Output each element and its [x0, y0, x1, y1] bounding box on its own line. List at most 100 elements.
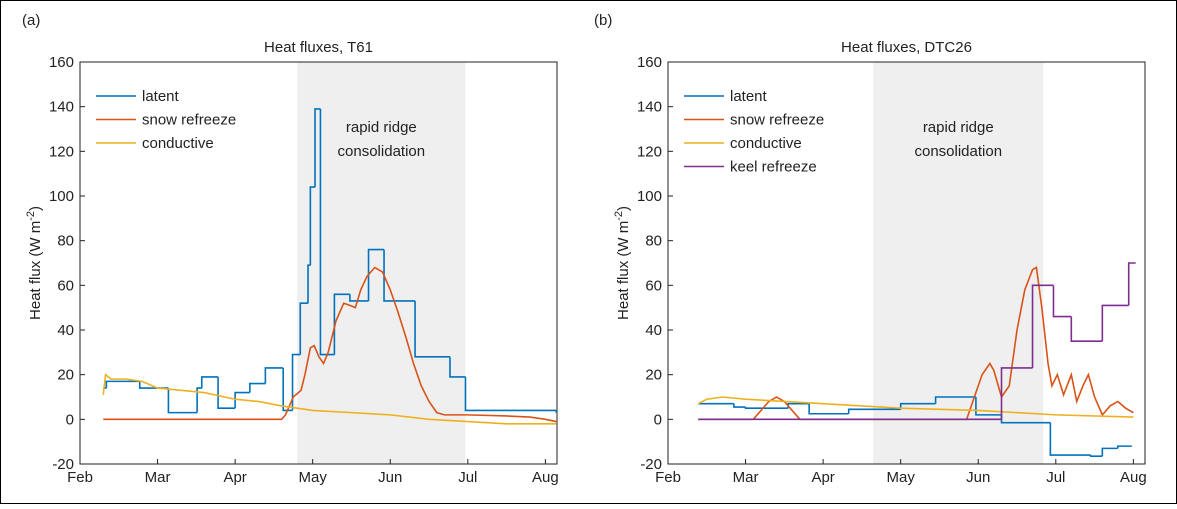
step-segment — [1117, 445, 1132, 449]
axes-frame — [79, 61, 558, 465]
step-segment — [105, 380, 140, 389]
step-segment — [1101, 304, 1129, 342]
step-segment — [349, 294, 369, 302]
step-segment — [200, 376, 219, 389]
y-tick-label: 40 — [645, 322, 662, 339]
annotation: rapid ridge — [923, 119, 994, 136]
legend-label: conductive — [142, 135, 214, 152]
y-tick-label: 160 — [49, 54, 74, 71]
y-tick-label: 100 — [637, 188, 662, 205]
legend-label: latent — [142, 88, 180, 105]
x-tick-label: Jun — [966, 469, 990, 486]
y-tick-label: 140 — [637, 99, 662, 116]
x-tick-label: May — [887, 469, 916, 486]
x-tick-label: Jul — [1046, 469, 1065, 486]
legend-label: snow refreeze — [730, 112, 824, 129]
x-tick-label: Mar — [145, 469, 171, 486]
y-axis-label: Heat flux (W m-2) — [25, 206, 44, 320]
chart-title: Heat fluxes, T61 — [264, 39, 373, 56]
step-segment — [808, 403, 849, 415]
legend-label: latent — [730, 88, 768, 105]
step-segment — [319, 108, 335, 356]
step-segment — [744, 407, 789, 409]
line — [103, 266, 557, 423]
x-tick-label: Apr — [811, 469, 834, 486]
y-axis-label: Heat flux (W m-2) — [613, 206, 632, 320]
y-tick-label: 100 — [49, 188, 74, 205]
x-tick-label: Feb — [67, 469, 93, 486]
step-segment — [333, 293, 350, 355]
step-segment — [249, 382, 266, 393]
step-segment — [1031, 284, 1054, 368]
y-tick-label: 20 — [57, 367, 74, 384]
annotation: consolidation — [914, 143, 1002, 160]
step-segment — [1101, 447, 1118, 457]
axes-frame — [667, 61, 1146, 465]
y-tick-label: 0 — [66, 411, 74, 428]
annotation: rapid ridge — [346, 119, 417, 136]
x-tick-label: Jul — [458, 469, 477, 486]
step-segment — [264, 367, 284, 384]
y-tick-label: 160 — [637, 54, 662, 71]
panel-label: (a) — [22, 12, 40, 29]
legend-label: keel refreeze — [730, 159, 817, 176]
legend-label: snow refreeze — [142, 112, 236, 129]
x-tick-label: Jun — [378, 469, 402, 486]
line — [697, 396, 1134, 418]
step-segment — [1049, 422, 1091, 456]
step-segment — [1000, 367, 1033, 420]
annotation: consolidation — [338, 143, 426, 160]
y-tick-label: 20 — [645, 367, 662, 384]
step-segment — [196, 387, 202, 413]
chart-title: Heat fluxes, DTC26 — [841, 39, 972, 56]
y-axis-label-sup: -2 — [25, 211, 37, 221]
x-tick-label: Apr — [223, 469, 246, 486]
panel-label: (b) — [594, 12, 612, 29]
y-axis-label-end: ) — [615, 206, 632, 211]
step-segment — [309, 186, 316, 266]
y-axis-label-sup: -2 — [613, 211, 625, 221]
y-axis-label-text: Heat flux (W m — [615, 221, 632, 320]
step-segment — [847, 408, 901, 414]
step-segment — [464, 376, 557, 412]
step-segment — [291, 353, 301, 411]
step-segment — [383, 249, 416, 302]
y-tick-label: 80 — [645, 233, 662, 250]
step-segment — [167, 388, 198, 414]
step-segment — [234, 391, 250, 409]
x-tick-label: Feb — [655, 469, 681, 486]
step-segment — [449, 356, 466, 378]
step-segment — [367, 248, 385, 301]
y-tick-label: 120 — [637, 143, 662, 160]
step-segment — [1070, 316, 1103, 342]
step-segment — [217, 376, 236, 409]
line — [102, 373, 557, 425]
y-tick-label: 120 — [49, 143, 74, 160]
y-tick-label: 60 — [57, 277, 74, 294]
step-segment — [414, 300, 450, 358]
step-segment — [733, 403, 746, 408]
shaded-period — [297, 62, 466, 464]
step-segment — [934, 396, 976, 404]
x-tick-label: Aug — [532, 469, 559, 486]
y-axis-label-end: ) — [27, 206, 44, 211]
step-segment — [1052, 285, 1072, 318]
step-segment — [1089, 455, 1103, 457]
step-segment — [282, 367, 293, 412]
y-tick-label: 40 — [57, 322, 74, 339]
step-segment — [314, 108, 321, 188]
y-tick-label: 80 — [57, 233, 74, 250]
y-axis-label-text: Heat flux (W m — [27, 221, 44, 320]
x-tick-label: Mar — [733, 469, 759, 486]
x-tick-label: May — [299, 469, 328, 486]
y-tick-label: 140 — [49, 99, 74, 116]
step-segment — [975, 397, 1002, 416]
y-tick-label: 0 — [654, 411, 662, 428]
y-tick-label: 60 — [645, 277, 662, 294]
x-tick-label: Aug — [1120, 469, 1147, 486]
legend-label: conductive — [730, 135, 802, 152]
step-segment — [299, 302, 309, 355]
y-tick-label: -20 — [640, 456, 662, 473]
